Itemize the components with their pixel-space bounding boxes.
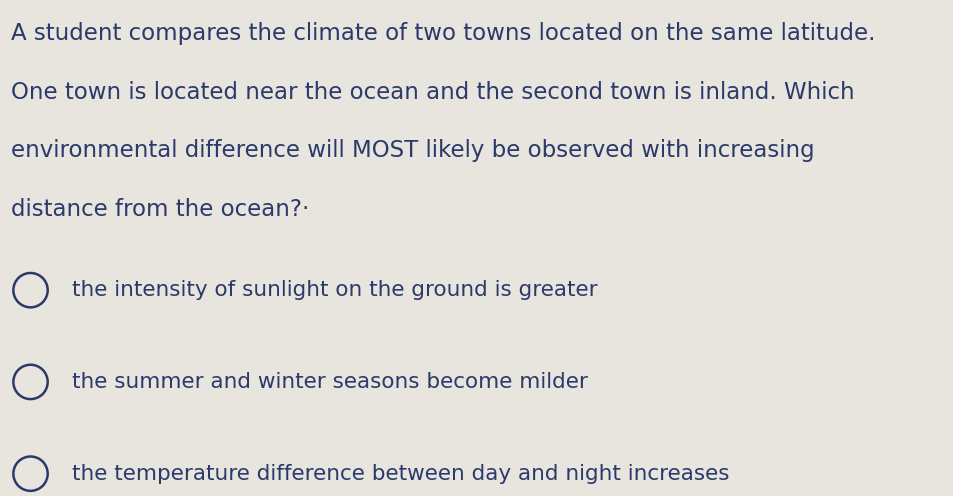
Text: environmental difference will MOST likely be observed with increasing: environmental difference will MOST likel… xyxy=(11,139,814,162)
Text: the summer and winter seasons become milder: the summer and winter seasons become mil… xyxy=(71,372,587,392)
Text: One town is located near the ocean and the second town is inland. Which: One town is located near the ocean and t… xyxy=(11,81,854,104)
Ellipse shape xyxy=(13,273,48,308)
Text: distance from the ocean?·: distance from the ocean?· xyxy=(11,198,310,221)
Text: the intensity of sunlight on the ground is greater: the intensity of sunlight on the ground … xyxy=(71,280,597,300)
Ellipse shape xyxy=(13,456,48,491)
Ellipse shape xyxy=(13,365,48,399)
Text: the temperature difference between day and night increases: the temperature difference between day a… xyxy=(71,464,728,484)
Text: A student compares the climate of two towns located on the same latitude.: A student compares the climate of two to… xyxy=(11,22,875,45)
